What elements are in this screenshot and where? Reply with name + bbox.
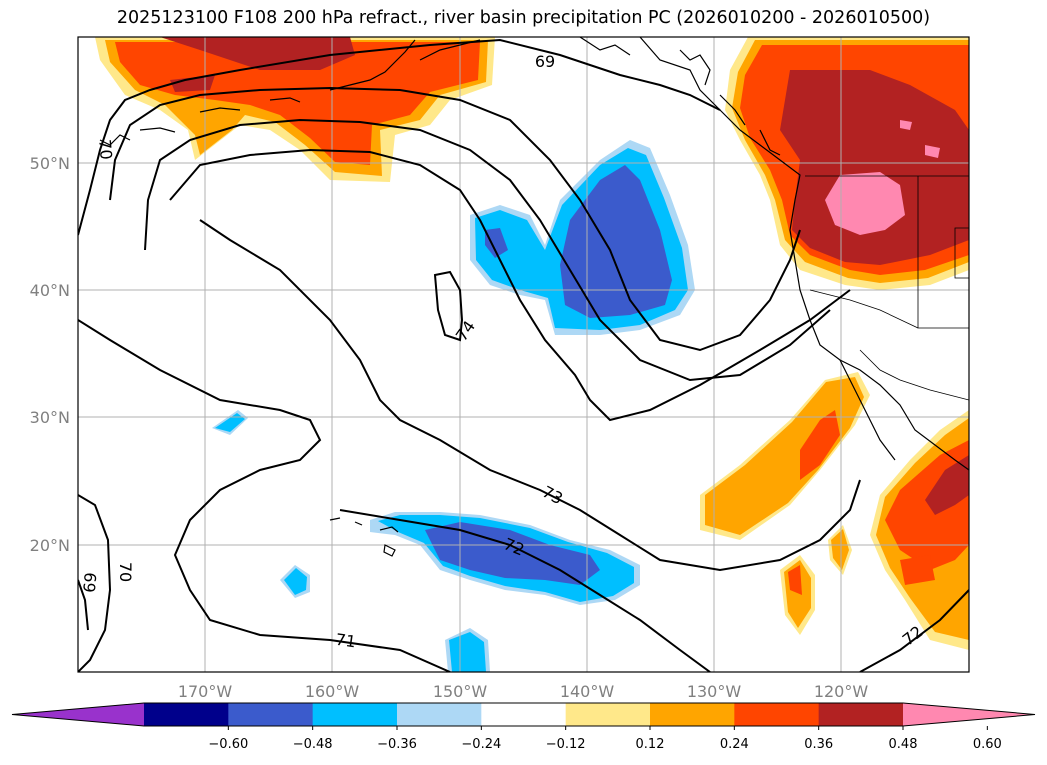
colorbar-segment bbox=[734, 703, 820, 726]
colorbar-extend-low bbox=[12, 703, 144, 726]
map-frame bbox=[77, 36, 970, 673]
lat-label: 30°N bbox=[30, 408, 70, 427]
political-boundaries bbox=[805, 175, 969, 401]
colorbar-segment bbox=[565, 703, 651, 726]
positive-anomaly-gulf-of-alaska bbox=[95, 37, 495, 182]
colorbar-tick-label: −0.48 bbox=[293, 737, 333, 752]
colorbar-tick-label: 0.24 bbox=[720, 737, 749, 752]
negative-anomaly-central-pacific bbox=[470, 140, 695, 335]
lon-label: 150°W bbox=[433, 682, 488, 701]
lon-label: 140°W bbox=[560, 682, 615, 701]
positive-anomaly-pacific-northwest bbox=[725, 37, 969, 290]
contour-label: 70 bbox=[95, 139, 116, 161]
lon-label: 120°W bbox=[814, 682, 869, 701]
lon-label: 160°W bbox=[305, 682, 360, 701]
contour-label: 71 bbox=[334, 630, 357, 652]
contour-label: 69 bbox=[535, 52, 555, 71]
colorbar-outline bbox=[11, 702, 1036, 727]
colorbar-tick-label: −0.24 bbox=[461, 737, 501, 752]
coastlines bbox=[99, 37, 969, 557]
colorbar-segment bbox=[481, 703, 567, 726]
latitude-labels: 50°N 40°N 30°N 20°N bbox=[30, 154, 70, 555]
map-plot-area bbox=[78, 37, 969, 672]
lat-label: 50°N bbox=[30, 154, 70, 173]
graticule bbox=[78, 37, 969, 672]
lon-label: 130°W bbox=[687, 682, 742, 701]
negative-anomaly-hawaii bbox=[212, 410, 640, 672]
colorbar-extend-high bbox=[903, 703, 1035, 726]
colorbar-segment bbox=[397, 703, 482, 726]
colorbar-segment bbox=[312, 703, 398, 726]
contour-label: 69 bbox=[79, 572, 100, 594]
colorbar-segment bbox=[228, 703, 314, 726]
colorbar-tick-label: 0.48 bbox=[889, 737, 918, 752]
colorbar-tick-label: 0.60 bbox=[973, 737, 1002, 752]
colorbar-segment bbox=[144, 703, 229, 726]
colorbar-tick-label: 0.12 bbox=[636, 737, 665, 752]
colorbar: −0.60 −0.48 −0.36 −0.24 −0.12 0.12 0.24 0.36 0.4… bbox=[11, 702, 1036, 752]
refractivity-contours bbox=[78, 38, 969, 672]
longitude-labels: 170°W 160°W 150°W 140°W 130°W 120°W bbox=[178, 682, 869, 701]
colorbar-segment bbox=[818, 703, 904, 726]
positive-anomaly-mexico bbox=[870, 410, 969, 650]
map-title: 2025123100 F108 200 hPa refract., river … bbox=[116, 8, 931, 28]
lat-label: 40°N bbox=[30, 281, 70, 300]
lon-label: 170°W bbox=[178, 682, 233, 701]
colorbar-tick-label: −0.12 bbox=[546, 737, 586, 752]
colorbar-tick-label: −0.36 bbox=[377, 737, 417, 752]
lat-label: 20°N bbox=[30, 536, 70, 555]
colorbar-tick-label: 0.36 bbox=[804, 737, 833, 752]
contour-label: 70 bbox=[116, 562, 135, 582]
positive-anomaly-small-blobs bbox=[780, 525, 852, 635]
colorbar-segment bbox=[650, 703, 735, 726]
colorbar-tick-label: −0.60 bbox=[208, 737, 248, 752]
